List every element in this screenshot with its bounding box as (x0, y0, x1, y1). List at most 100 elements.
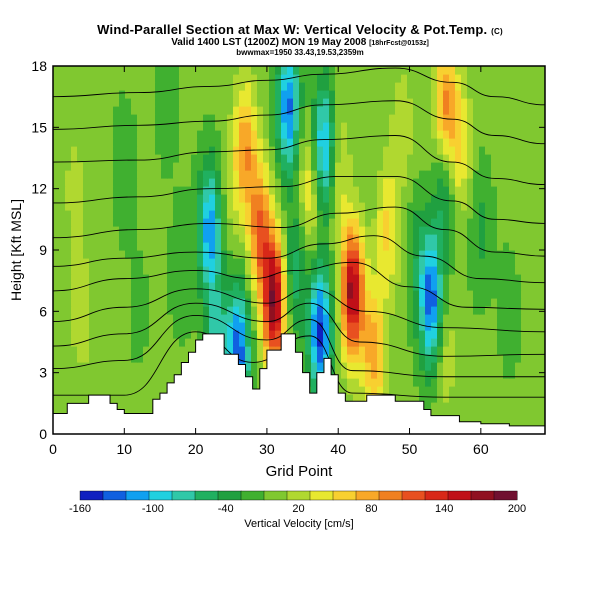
field-cell (407, 66, 414, 75)
field-cell (185, 194, 192, 203)
field-cell (239, 266, 246, 275)
field-cell (401, 82, 408, 91)
field-cell (233, 290, 240, 299)
field-cell (515, 82, 522, 91)
field-cell (287, 210, 294, 219)
field-cell (53, 74, 60, 83)
field-cell (503, 218, 510, 227)
field-cell (473, 122, 480, 131)
field-cell (59, 378, 66, 387)
field-cell (305, 330, 312, 339)
field-cell (461, 370, 468, 379)
field-cell (461, 314, 468, 323)
field-cell (521, 186, 528, 195)
field-cell (527, 202, 534, 211)
field-cell (467, 90, 474, 99)
field-cell (143, 90, 150, 99)
field-cell (431, 154, 438, 163)
field-cell (299, 210, 306, 219)
field-cell (515, 330, 522, 339)
field-cell (299, 226, 306, 235)
field-cell (341, 114, 348, 123)
field-cell (401, 266, 408, 275)
field-cell (473, 378, 480, 387)
field-cell (503, 74, 510, 83)
field-cell (407, 290, 414, 299)
field-cell (167, 250, 174, 259)
field-cell (485, 314, 492, 323)
field-cell (413, 130, 420, 139)
isentrope-line (53, 235, 545, 284)
field-cell (209, 98, 216, 107)
field-cell (275, 98, 282, 107)
field-cell (95, 162, 102, 171)
field-cell (155, 210, 162, 219)
field-cell (467, 258, 474, 267)
field-cell (443, 114, 450, 123)
field-cell (263, 98, 270, 107)
field-cell (533, 314, 540, 323)
field-cell (269, 274, 276, 283)
field-cell (467, 186, 474, 195)
field-cell (425, 306, 432, 315)
field-cell (311, 114, 318, 123)
field-cell (365, 194, 372, 203)
field-cell (449, 410, 456, 419)
field-cell (185, 162, 192, 171)
isentrope-line (53, 67, 545, 106)
field-cell (89, 178, 96, 187)
field-cell (377, 106, 384, 115)
field-cell (521, 274, 528, 283)
field-cell (65, 234, 72, 243)
field-cell (125, 210, 132, 219)
field-cell (503, 114, 510, 123)
field-cell (209, 266, 216, 275)
colorbar-swatch (424, 490, 449, 501)
field-cell (449, 266, 456, 275)
field-cell (107, 202, 114, 211)
field-cell (77, 82, 84, 91)
field-cell (521, 298, 528, 307)
field-cell (323, 258, 330, 267)
field-cell (527, 362, 534, 371)
field-cell (149, 250, 156, 259)
field-cell (293, 90, 300, 99)
field-cell (365, 290, 372, 299)
field-cell (407, 226, 414, 235)
field-cell (329, 194, 336, 203)
field-cell (71, 266, 78, 275)
field-cell (353, 98, 360, 107)
field-cell (197, 258, 204, 267)
field-cell (317, 362, 324, 371)
field-cell (209, 66, 216, 75)
field-cell (299, 170, 306, 179)
field-cell (377, 194, 384, 203)
field-cell (479, 138, 486, 147)
field-cell (539, 274, 545, 283)
colorbar-swatch (194, 490, 219, 501)
field-cell (131, 98, 138, 107)
field-cell (173, 266, 180, 275)
colorbar-swatch (263, 490, 288, 501)
field-cell (77, 138, 84, 147)
field-cell (401, 274, 408, 283)
field-cell (539, 178, 545, 187)
field-cell (443, 74, 450, 83)
field-cell (227, 250, 234, 259)
field-cell (401, 106, 408, 115)
field-cell (197, 74, 204, 83)
field-cell (377, 82, 384, 91)
field-cell (125, 122, 132, 131)
field-cell (95, 218, 102, 227)
field-cell (233, 266, 240, 275)
field-cell (299, 122, 306, 131)
field-cell (485, 90, 492, 99)
field-cell (509, 370, 516, 379)
field-cell (245, 362, 252, 371)
field-cell (89, 202, 96, 211)
field-cell (173, 354, 180, 363)
field-cell (287, 322, 294, 331)
field-cell (383, 122, 390, 131)
field-cell (95, 74, 102, 83)
field-cell (455, 282, 462, 291)
